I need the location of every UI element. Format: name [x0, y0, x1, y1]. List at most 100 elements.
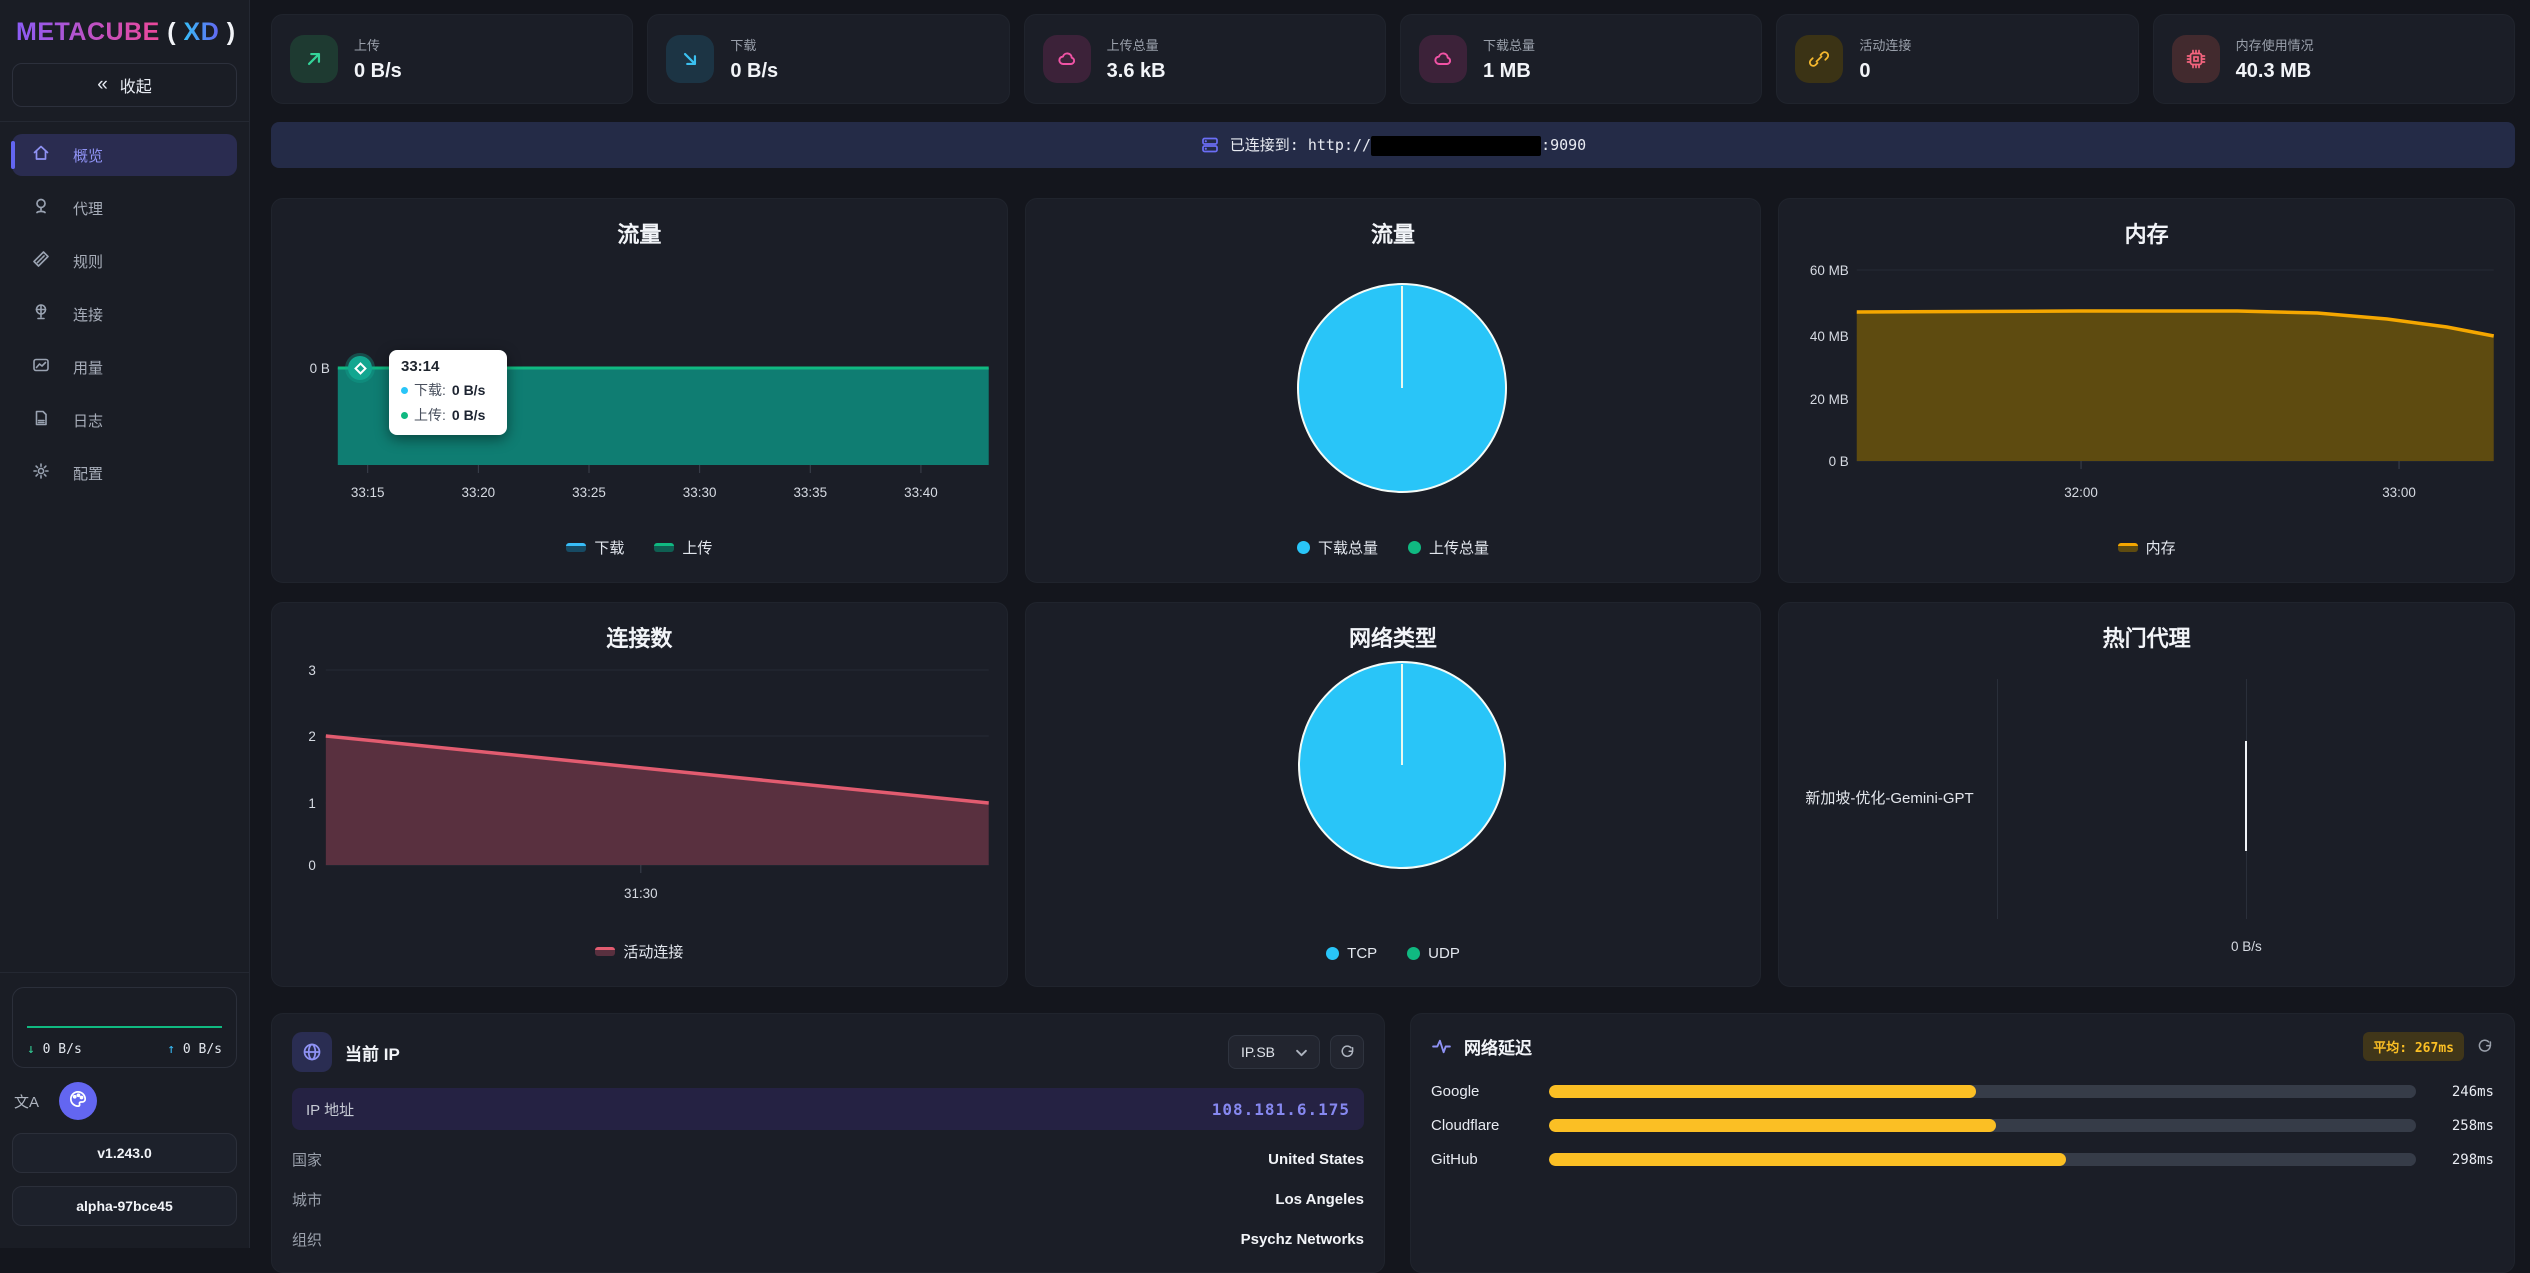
chevron-down-icon [1296, 1044, 1307, 1060]
latency-row-cloudflare: Cloudflare 258ms [1431, 1117, 2494, 1134]
svg-text:33:30: 33:30 [683, 485, 717, 500]
panel-title: 网络延迟 [1464, 1039, 1532, 1058]
average-latency-badge: 平均: 267ms [2363, 1032, 2464, 1061]
charts-grid: 流量 0 B 33:15 33:20 33:25 33:30 33:35 33:… [271, 198, 2515, 987]
udp-dot-icon [1407, 947, 1421, 960]
version-button[interactable]: v1.243.0 [12, 1133, 237, 1173]
download-total-dot-icon [1296, 541, 1310, 554]
svg-text:33:35: 33:35 [793, 485, 827, 500]
tcp-dot-icon [1326, 947, 1340, 960]
svg-text:60 MB: 60 MB [1810, 263, 1849, 278]
cpu-icon [2171, 35, 2220, 83]
arrow-down-right-icon [666, 35, 715, 83]
legend-item-download-total[interactable]: 下载总量 [1296, 537, 1378, 558]
sidebar-nav: 概览 代理 规则 连接 用量 日志 配置 [11, 134, 237, 505]
sidebar: METACUBE ( XD ) « 收起 概览 代理 规则 连接 用量 [0, 0, 250, 1248]
legend-item-upload-total[interactable]: 上传总量 [1407, 537, 1489, 558]
document-icon [31, 408, 51, 432]
ruler-icon [31, 249, 51, 273]
upload-speed: ↑ 0 B/s [167, 1042, 222, 1057]
refresh-ip-button[interactable] [1330, 1035, 1364, 1069]
pulse-icon [1431, 1036, 1452, 1057]
language-icon[interactable]: 文A [14, 1093, 40, 1111]
legend-item-active-connections[interactable]: 活动连接 [595, 941, 683, 962]
pie-sliver [1400, 664, 1403, 765]
sidebar-item-usage[interactable]: 用量 [12, 346, 237, 388]
traffic-line-chart-card: 流量 0 B 33:15 33:20 33:25 33:30 33:35 33:… [271, 198, 1008, 583]
refresh-latency-button[interactable] [2476, 1038, 2494, 1056]
chart-title: 流量 [617, 222, 662, 247]
upload-legend-icon [654, 543, 675, 552]
stat-card-upload-total: 上传总量 3.6 kB [1023, 14, 1386, 104]
legend-item-upload[interactable]: 上传 [654, 537, 712, 558]
ip-provider-select[interactable]: IP.SB [1228, 1035, 1320, 1069]
svg-text:0 B: 0 B [310, 361, 330, 376]
ip-field-organization: 组织 Psychz Networks [292, 1231, 1364, 1249]
stat-card-upload: 上传 0 B/s [271, 14, 634, 104]
download-dot-icon [401, 386, 408, 394]
chart-legend: 内存 [1779, 537, 2514, 558]
upload-dot-icon [401, 411, 408, 419]
proxy-icon [31, 196, 51, 220]
chart-title: 网络类型 [1348, 626, 1437, 651]
legend-item-udp[interactable]: UDP [1407, 945, 1460, 962]
latency-bar-track [1549, 1119, 2416, 1132]
theme-palette-button[interactable] [59, 1082, 98, 1120]
traffic-line-chart: 0 B 33:15 33:20 33:25 33:30 33:35 33:40 [310, 361, 989, 500]
globe-icon [292, 1032, 332, 1072]
stat-card-active-connections: 活动连接 0 [1776, 14, 2139, 104]
link-icon [1795, 35, 1844, 83]
connections-chart-card: 连接数 3 2 1 0 31:30 活动连接 [271, 602, 1008, 987]
legend-item-download[interactable]: 下载 [566, 537, 624, 558]
upload-total-dot-icon [1407, 541, 1421, 554]
proxy-category-label: 新加坡-优化-Gemini-GPT [1805, 790, 1974, 807]
connections-area-chart: 3 2 1 0 31:30 [308, 663, 989, 901]
chart-legend: 活动连接 [272, 941, 1007, 962]
latency-bar-fill [1549, 1153, 2066, 1166]
legend-item-memory[interactable]: 内存 [2117, 537, 2176, 558]
cloud-icon [1042, 35, 1091, 83]
legend-item-tcp[interactable]: TCP [1326, 945, 1377, 962]
memory-chart-card: 内存 60 MB 40 MB 20 MB 0 B 32:00 33:00 内存 [1778, 198, 2515, 583]
sidebar-item-logs[interactable]: 日志 [12, 399, 237, 441]
latency-bar-fill [1549, 1085, 1976, 1098]
latency-row-google: Google 246ms [1431, 1083, 2494, 1100]
globe-stand-icon [31, 302, 51, 326]
arrow-up-right-icon [290, 35, 338, 83]
build-button[interactable]: alpha-97bce45 [12, 1186, 237, 1226]
connection-status-banner: 已连接到: http://:9090 [271, 122, 2515, 168]
svg-text:0: 0 [308, 858, 315, 873]
svg-text:20 MB: 20 MB [1810, 392, 1849, 407]
chart-title: 连接数 [606, 626, 673, 651]
main-content: 上传 0 B/s 下载 0 B/s 上传总量 3.6 kB 下载总量 1 MB 活动连接… [251, 0, 2530, 1273]
memory-legend-icon [2117, 543, 2138, 552]
svg-text:2: 2 [308, 729, 315, 744]
zero-value-bar [2245, 741, 2248, 851]
network-type-chart-card: 网络类型 TCP UDP [1024, 602, 1762, 987]
collapse-sidebar-button[interactable]: « 收起 [12, 63, 237, 107]
ip-address-value: 108.181.6.175 [1211, 1099, 1350, 1119]
sidebar-item-connections[interactable]: 连接 [12, 293, 237, 335]
current-ip-panel: 当前 IP IP.SB IP 地址 108.181.6.175 国家 United… [271, 1013, 1385, 1273]
svg-text:33:00: 33:00 [2383, 485, 2417, 500]
ip-field-city: 城市 Los Angeles [292, 1191, 1364, 1209]
arrow-up-icon: ↑ [167, 1042, 176, 1057]
x-axis-tick: 0 B/s [2230, 939, 2262, 954]
svg-text:1: 1 [308, 796, 315, 811]
bottom-row: 当前 IP IP.SB IP 地址 108.181.6.175 国家 United… [271, 1013, 2515, 1273]
sidebar-item-rules[interactable]: 规则 [12, 240, 237, 282]
download-speed: ↓ 0 B/s [27, 1042, 82, 1057]
chart-title: 内存 [2124, 222, 2169, 247]
network-latency-panel: 网络延迟 平均: 267ms Google 246ms Cloudflare 2… [1410, 1013, 2515, 1273]
chart-point-marker [348, 356, 372, 380]
memory-area-chart: 60 MB 40 MB 20 MB 0 B 32:00 33:00 [1810, 263, 2495, 500]
mini-traffic-widget: ↓ 0 B/s ↑ 0 B/s [12, 987, 237, 1068]
gridline [1997, 679, 1999, 919]
sidebar-item-config[interactable]: 配置 [12, 452, 237, 494]
sidebar-item-overview[interactable]: 概览 [11, 134, 237, 176]
stat-card-download: 下载 0 B/s [647, 14, 1010, 104]
svg-text:33:20: 33:20 [462, 485, 496, 500]
cloud-icon [1419, 35, 1467, 83]
svg-text:33:25: 33:25 [572, 485, 606, 500]
sidebar-item-proxies[interactable]: 代理 [12, 187, 237, 229]
